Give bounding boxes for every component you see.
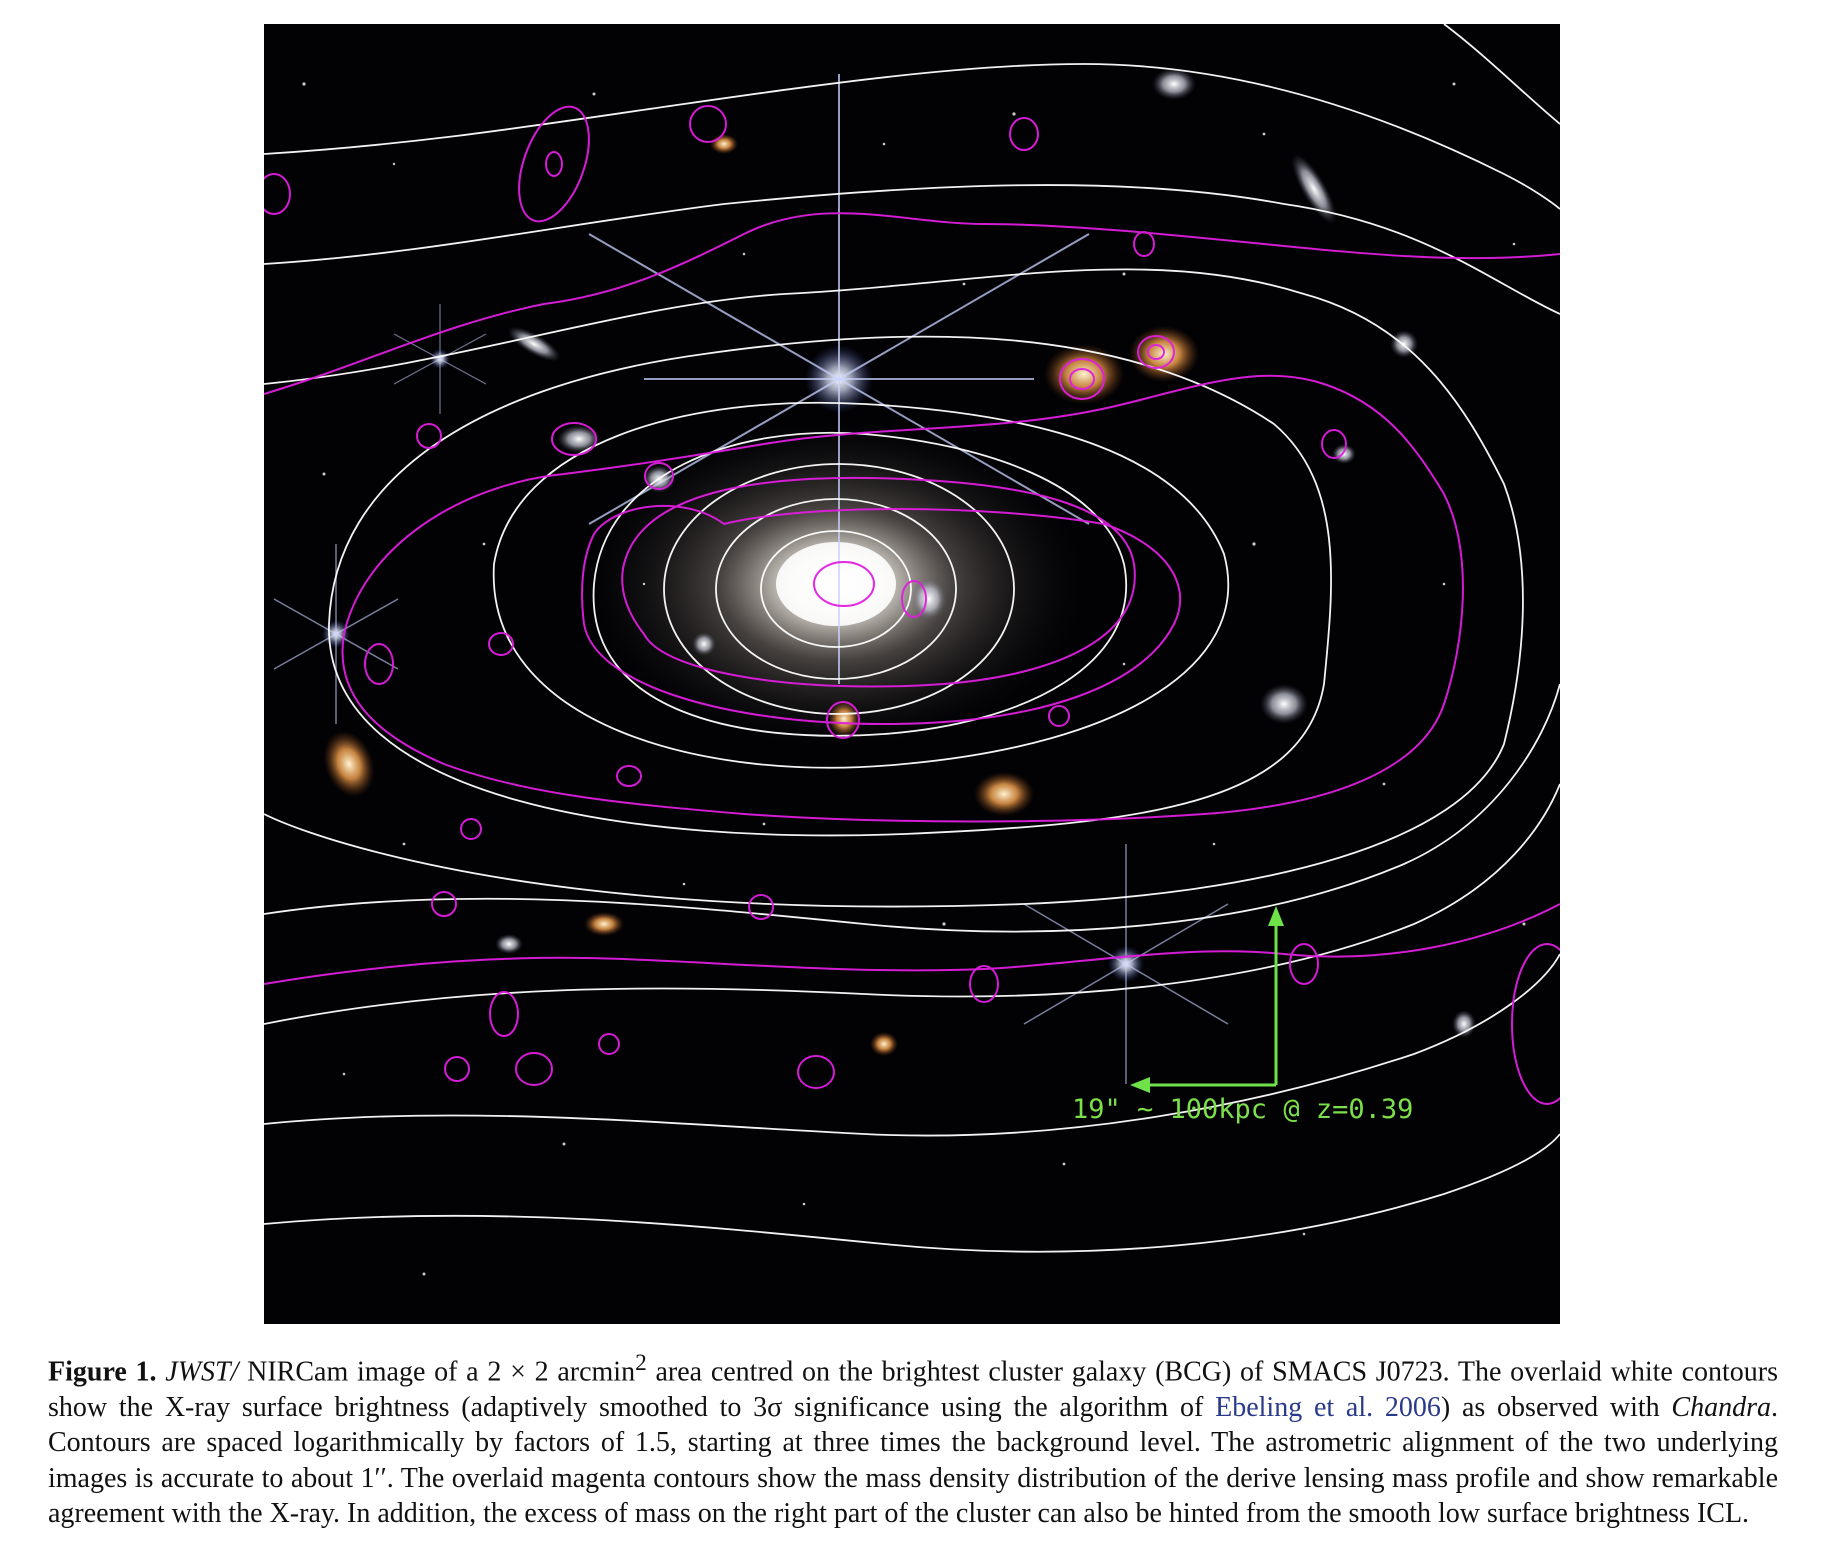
caption-citation-link[interactable]: Ebeling et al. 2006 [1215,1391,1441,1423]
jwst-cluster-image: 19" ~ 100kpc @ z=0.39 [264,24,1560,1324]
bcg-core [776,542,896,626]
caption-text-4: . Contours are spaced logarithmically by… [48,1391,1778,1530]
xray-contours [264,24,1560,1253]
image-canvas: 19" ~ 100kpc @ z=0.39 [264,24,1560,1324]
compass-arrows-icon [1130,906,1284,1093]
caption-italic-jwst: JWST/ [165,1356,239,1388]
caption-text-2: area centred on the brightest cluster ga… [48,1356,1778,1423]
caption-text-1: NIRCam image of a 2 × 2 arcmin [238,1356,636,1388]
star-upper-left [393,304,487,414]
caption-italic-chandra: Chandra [1671,1391,1771,1423]
caption-label: Figure 1. [48,1356,157,1388]
caption-superscript: 2 [635,1350,647,1376]
background-stars [302,82,1526,1276]
mass-contours [264,105,1560,1105]
figure-caption: Figure 1. JWST/ NIRCam image of a 2 × 2 … [48,1346,1778,1532]
scale-bar-label: 19" ~ 100kpc @ z=0.39 [1072,1094,1413,1125]
caption-text-3: ) as observed with [1440,1391,1672,1423]
